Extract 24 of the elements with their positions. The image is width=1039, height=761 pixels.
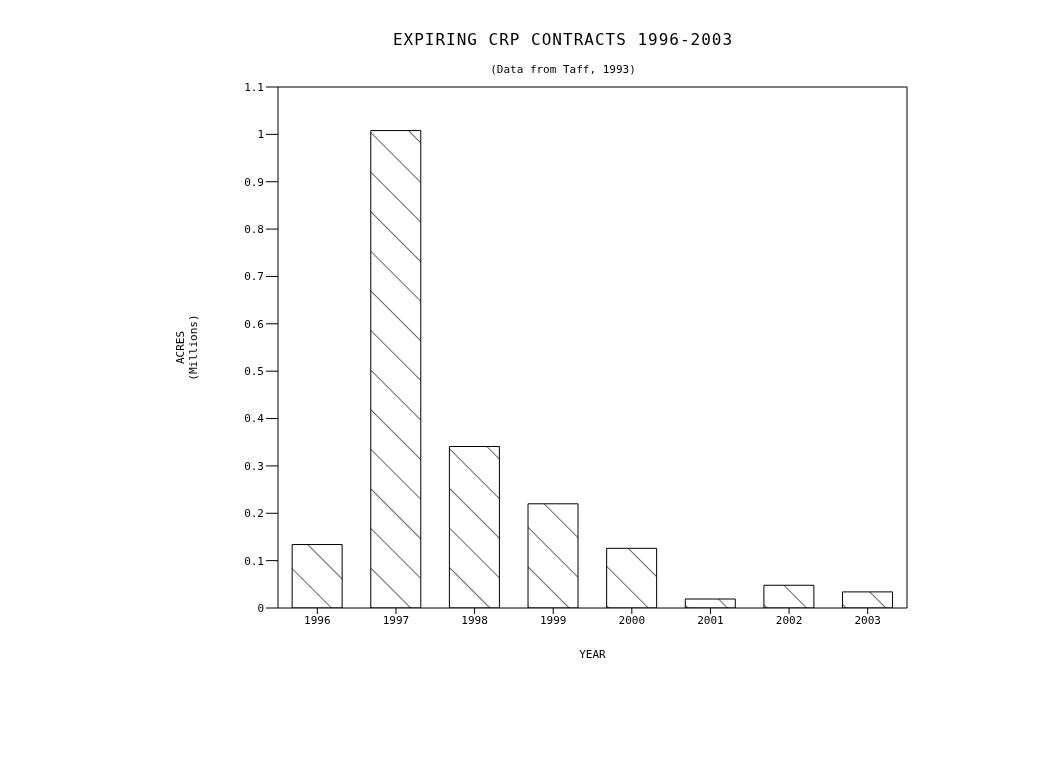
y-tick-label: 0.8 (244, 223, 264, 236)
chart-title: EXPIRING CRP CONTRACTS 1996-2003 (391, 30, 735, 49)
x-tick-label: 2001 (697, 613, 724, 627)
y-axis-title: ACRES (Millions) (174, 314, 200, 381)
y-tick-label: 0.5 (244, 365, 264, 379)
x-tick-label: 1996 (304, 613, 331, 627)
x-tick-label: 1998 (461, 613, 488, 627)
x-tick-label: 1999 (539, 613, 567, 627)
y-tick-label: 0.2 (244, 507, 264, 521)
y-tick-label: 1 (257, 128, 264, 142)
y-tick-label: 0.3 (244, 459, 264, 473)
y-tick-label: 0.6 (244, 317, 264, 331)
x-tick-label: 1997 (382, 613, 410, 627)
x-tick-label: 2000 (618, 613, 646, 627)
x-axis-title: YEAR (579, 648, 607, 661)
y-tick-label: 0.9 (244, 175, 264, 189)
chart-subtitle: (Data from Taff, 1993) (489, 63, 637, 76)
x-tick-label: 2003 (854, 613, 881, 627)
y-tick-label: 0.1 (244, 554, 264, 568)
y-tick-label: 0 (257, 601, 264, 615)
y-tick-label: 0.4 (244, 412, 265, 426)
x-tick-label: 2002 (775, 613, 803, 627)
y-tick-label: 0.7 (244, 270, 264, 284)
y-tick-label: 1.1 (244, 80, 264, 94)
